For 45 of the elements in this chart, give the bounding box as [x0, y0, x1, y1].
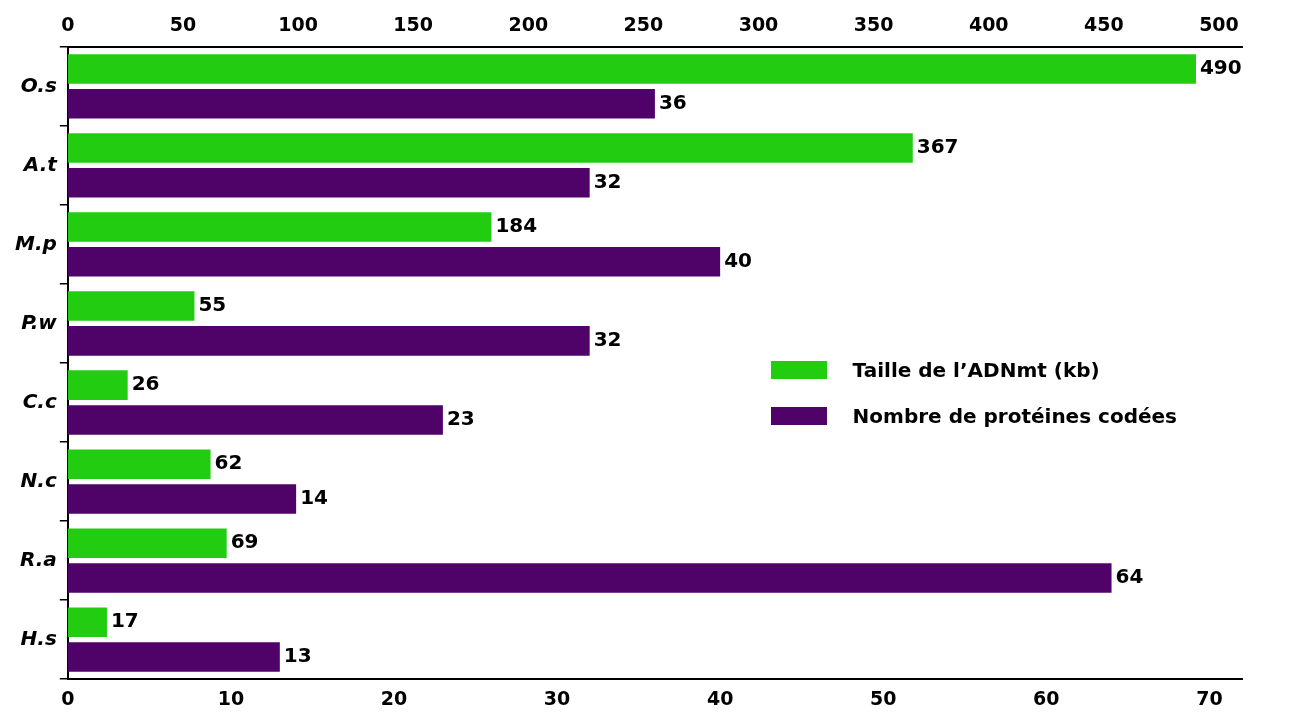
- data-label: 26: [131, 371, 160, 396]
- y-tick-label: H.s: [20, 625, 57, 650]
- legend-label: Taille de l’ADNmt (kb): [852, 358, 1100, 382]
- data-label: 23: [446, 406, 475, 431]
- data-label: 55: [198, 292, 227, 317]
- x2-tick-label: 150: [393, 13, 433, 36]
- x-tick-label: 10: [217, 686, 245, 709]
- x2-tick-label: 400: [968, 13, 1009, 36]
- y-tick-label: C.c: [22, 388, 57, 413]
- data-label: 62: [214, 450, 243, 475]
- data-label: 69: [230, 529, 259, 554]
- y-tick-label: P.w: [21, 309, 58, 334]
- x2-tick-label: 450: [1084, 13, 1124, 36]
- data-label: 40: [724, 248, 752, 273]
- x-tick-label: 20: [380, 686, 408, 709]
- x2-tick-label: 100: [278, 13, 318, 36]
- y-tick-label: A.t: [21, 151, 59, 176]
- x-tick-label: 50: [870, 686, 897, 709]
- y-tick-label: N.c: [20, 467, 57, 492]
- data-label: 32: [593, 327, 622, 352]
- x2-tick-label: 250: [623, 13, 664, 36]
- legend-label: Nombre de protéines codées: [852, 404, 1177, 428]
- x-tick-label: 40: [706, 686, 734, 709]
- x2-tick-label: 300: [738, 13, 779, 36]
- data-label: 367: [916, 134, 959, 159]
- x-tick-label: 30: [543, 686, 571, 709]
- data-label: 64: [1115, 564, 1144, 589]
- x-tick-label: 0: [61, 686, 75, 709]
- x2-tick-label: 50: [169, 13, 197, 36]
- data-label: 13: [283, 643, 312, 668]
- x2-tick-label: 350: [853, 13, 894, 36]
- data-label: 184: [495, 213, 538, 238]
- x-tick-label: 70: [1196, 686, 1223, 709]
- x-tick-label: 60: [1033, 686, 1060, 709]
- y-tick-label: R.a: [19, 546, 57, 571]
- x2-tick-label: 200: [508, 13, 549, 36]
- x2-tick-label: 500: [1199, 13, 1239, 36]
- data-label: 17: [110, 608, 139, 633]
- data-label: 490: [1199, 55, 1242, 80]
- data-label: 32: [593, 168, 622, 193]
- x2-tick-label: 0: [61, 13, 75, 36]
- data-label: 36: [658, 89, 687, 114]
- y-tick-label: M.p: [14, 230, 57, 255]
- data-label: 14: [300, 485, 328, 510]
- y-tick-label: O.s: [20, 72, 57, 97]
